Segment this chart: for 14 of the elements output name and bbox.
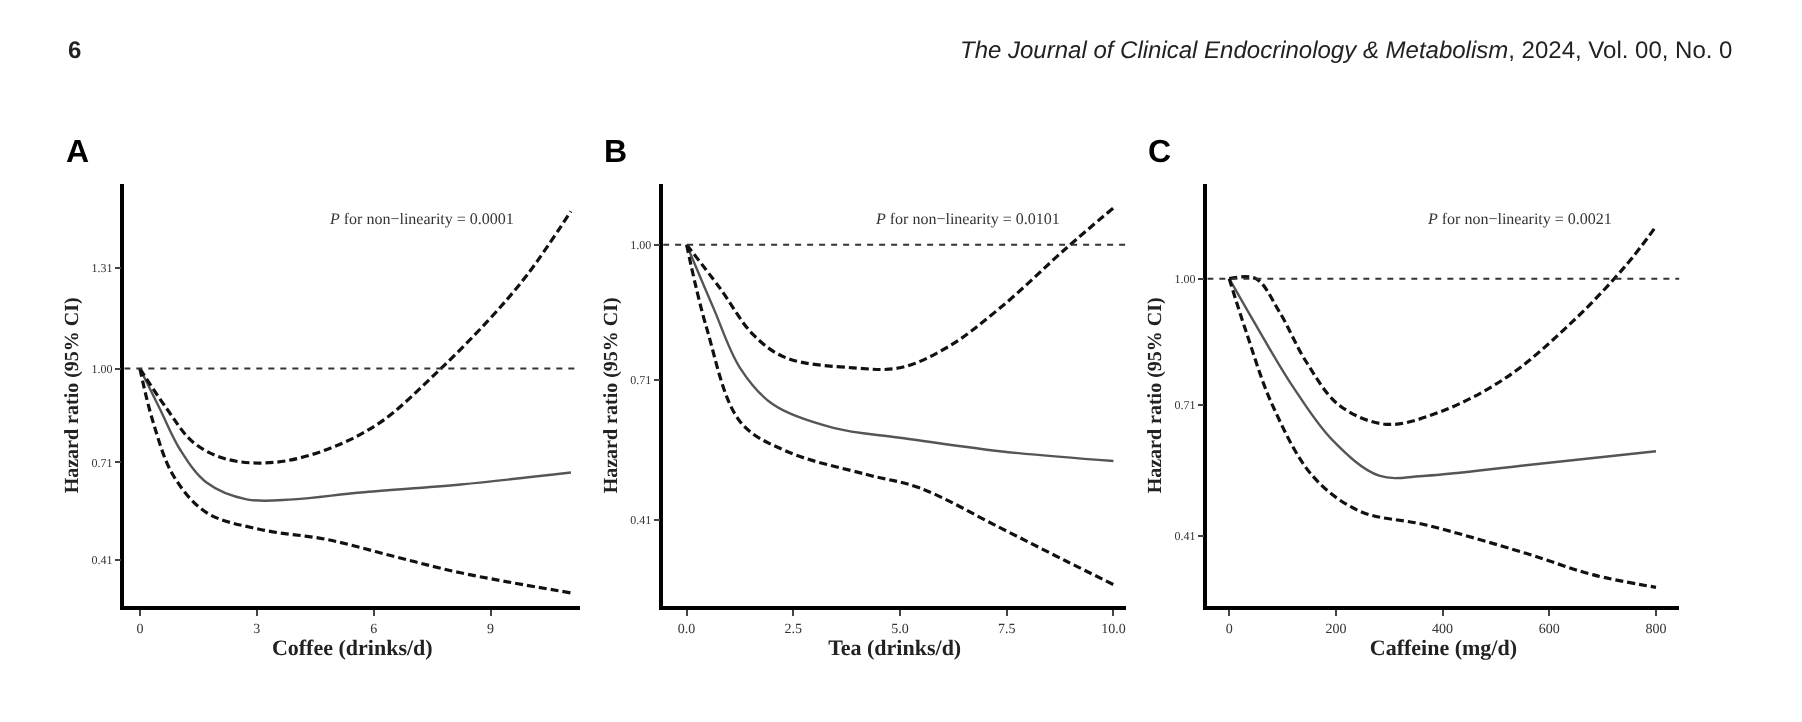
text: The Journal of Clinical Endocrinology & Metabolism, 2024, Vol. 00, No. 0: [960, 36, 1734, 64]
annotation: P for non−linearity = 0.0001: [328, 210, 514, 228]
y-axis-title: Hazard ratio (95% CI): [601, 297, 624, 494]
y-axis-title: Hazard ratio (95% CI): [1145, 297, 1168, 494]
chart-title: A: [66, 136, 90, 170]
chart-title: B: [604, 136, 628, 170]
text: 6: [68, 36, 82, 64]
annotation: P for non−linearity = 0.0101: [874, 210, 1060, 228]
chart-title: C: [1148, 136, 1172, 170]
x-axis-title: Coffee (drinks/d): [271, 636, 434, 661]
x-axis-title: Caffeine (mg/d): [1369, 636, 1518, 661]
y-axis-title: Hazard ratio (95% CI): [62, 297, 85, 494]
x-axis-title: Tea (drinks/d): [828, 636, 962, 661]
annotation: P for non−linearity = 0.0021: [1426, 210, 1612, 228]
